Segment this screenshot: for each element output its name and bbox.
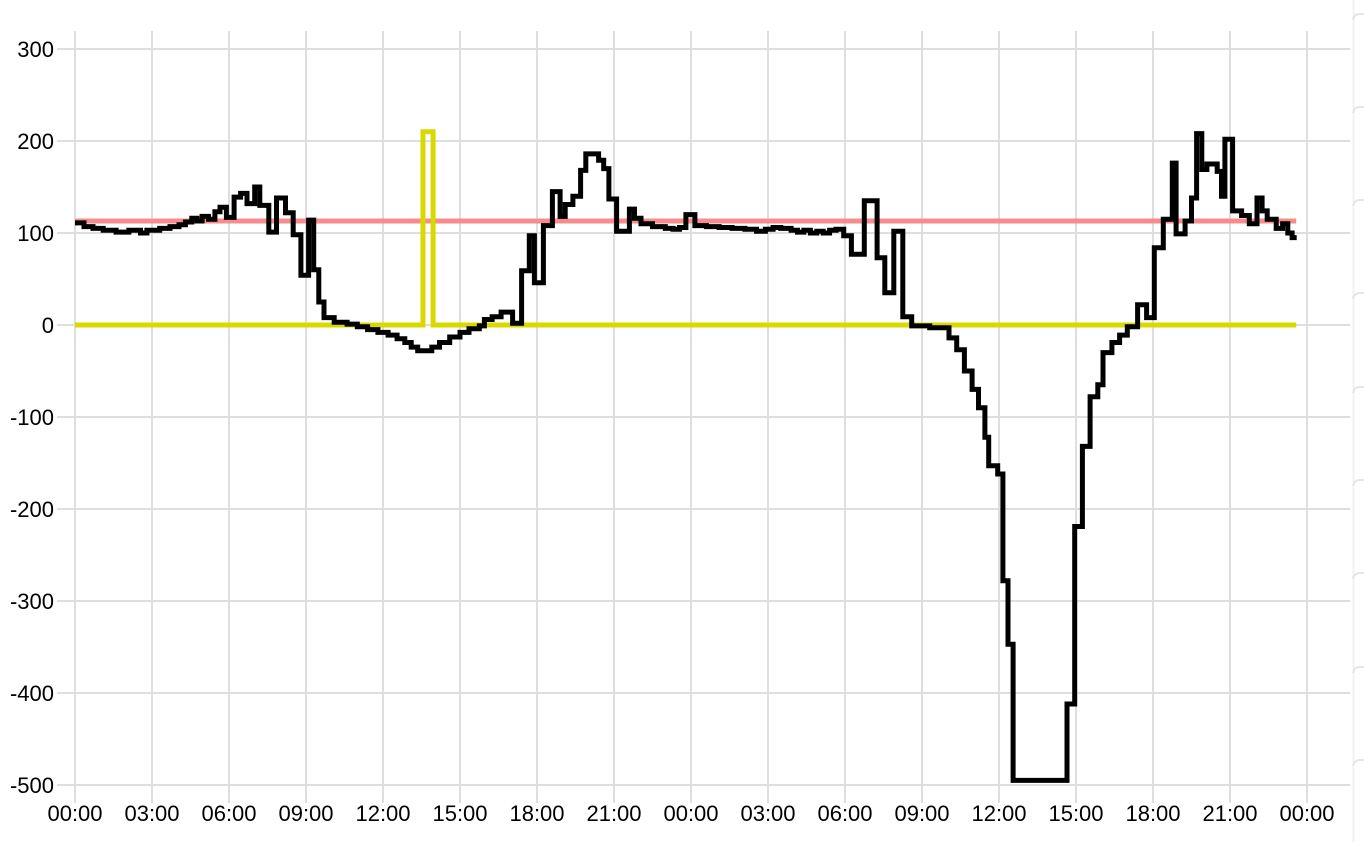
x-tick-label: 15:00 [1048, 801, 1103, 826]
x-tick-label: 15:00 [432, 801, 487, 826]
y-tick-label: -300 [10, 589, 54, 614]
series-lines [75, 129, 1297, 783]
x-tick-label: 00:00 [1279, 801, 1334, 826]
y-tick-label: 100 [17, 221, 54, 246]
x-tick-label: 09:00 [278, 801, 333, 826]
main-series-black [75, 131, 1297, 783]
y-tick-label: 200 [17, 129, 54, 154]
y-axis-labels: 300 200 100 0 -100 -200 -300 -400 -500 [10, 37, 54, 798]
x-tick-label: 21:00 [586, 801, 641, 826]
x-tick-label: 00:00 [663, 801, 718, 826]
y-tick-label: 0 [42, 313, 54, 338]
y-tick-label: -400 [10, 681, 54, 706]
gridlines [57, 31, 1350, 803]
y-tick-label: -100 [10, 405, 54, 430]
y-tick-label: -200 [10, 497, 54, 522]
x-tick-label: 21:00 [1202, 801, 1257, 826]
x-tick-label: 00:00 [47, 801, 102, 826]
right-edge-marks [1352, 0, 1364, 842]
x-tick-label: 12:00 [971, 801, 1026, 826]
x-tick-label: 06:00 [817, 801, 872, 826]
x-tick-label: 18:00 [1125, 801, 1180, 826]
x-tick-label: 03:00 [124, 801, 179, 826]
x-tick-label: 03:00 [740, 801, 795, 826]
x-tick-label: 06:00 [201, 801, 256, 826]
x-tick-label: 18:00 [509, 801, 564, 826]
y-tick-label: -500 [10, 773, 54, 798]
x-axis-labels: 00:00 03:00 06:00 09:00 12:00 15:00 18:00 21:00… [47, 801, 1334, 826]
y-tick-label: 300 [17, 37, 54, 62]
x-tick-label: 12:00 [355, 801, 410, 826]
x-tick-label: 09:00 [894, 801, 949, 826]
